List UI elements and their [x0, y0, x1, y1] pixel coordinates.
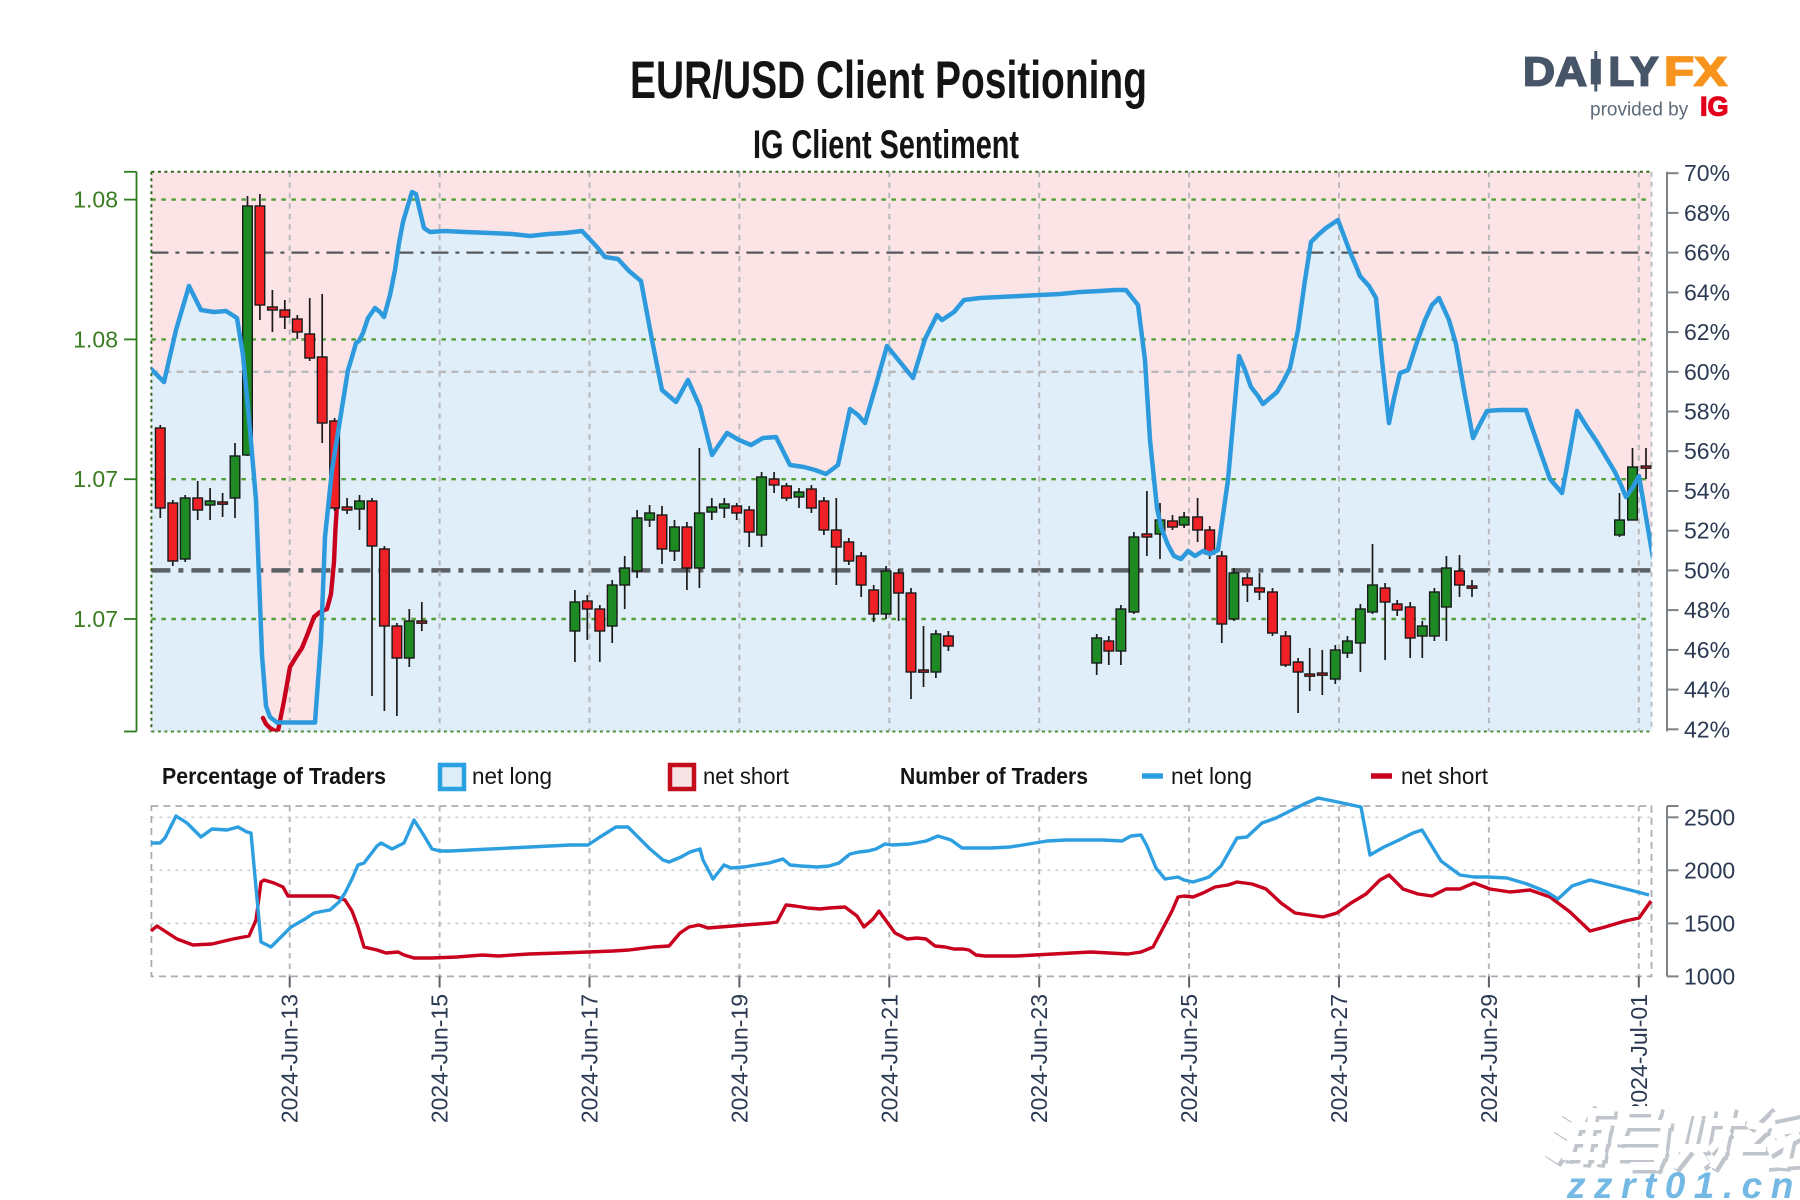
svg-text:50%: 50% [1684, 557, 1730, 583]
svg-text:2024-Jun-21: 2024-Jun-21 [876, 994, 902, 1123]
svg-text:net long: net long [1171, 763, 1252, 789]
svg-text:2024-Jun-19: 2024-Jun-19 [726, 994, 752, 1123]
svg-text:zzrt01.cn: zzrt01.cn [1566, 1165, 1800, 1200]
svg-text:2024-Jun-23: 2024-Jun-23 [1026, 994, 1052, 1123]
svg-text:52%: 52% [1684, 518, 1730, 544]
svg-text:2024-Jun-29: 2024-Jun-29 [1476, 994, 1502, 1123]
svg-text:44%: 44% [1684, 677, 1730, 703]
svg-text:1500: 1500 [1684, 910, 1735, 936]
svg-text:DA: DA [1523, 49, 1587, 95]
svg-text:2024-Jul-01: 2024-Jul-01 [1626, 994, 1652, 1115]
svg-text:1.08: 1.08 [73, 187, 118, 213]
svg-text:2000: 2000 [1684, 857, 1735, 883]
svg-text:46%: 46% [1684, 637, 1730, 663]
svg-text:IG: IG [1700, 92, 1729, 122]
svg-text:1.07: 1.07 [73, 606, 118, 632]
svg-text:2024-Jun-15: 2024-Jun-15 [427, 994, 453, 1123]
svg-text:62%: 62% [1684, 319, 1730, 345]
svg-text:net short: net short [703, 763, 790, 789]
svg-text:48%: 48% [1684, 597, 1730, 623]
svg-text:net short: net short [1401, 763, 1489, 789]
svg-text:1.08: 1.08 [73, 326, 118, 352]
svg-text:IG Client Sentiment: IG Client Sentiment [753, 123, 1019, 167]
svg-text:LY: LY [1609, 49, 1659, 95]
svg-text:FX: FX [1664, 49, 1727, 95]
svg-text:2500: 2500 [1684, 804, 1735, 830]
svg-text:EUR/USD Client Positioning: EUR/USD Client Positioning [630, 51, 1147, 110]
svg-text:Number of Traders: Number of Traders [900, 763, 1088, 789]
svg-text:1.07: 1.07 [73, 466, 118, 492]
svg-text:2024-Jun-27: 2024-Jun-27 [1326, 994, 1352, 1123]
svg-text:net long: net long [472, 763, 552, 789]
svg-text:64%: 64% [1684, 279, 1730, 305]
svg-text:70%: 70% [1684, 160, 1730, 186]
svg-text:Percentage of Traders: Percentage of Traders [162, 763, 386, 789]
svg-text:2024-Jun-17: 2024-Jun-17 [577, 994, 603, 1123]
svg-text:66%: 66% [1684, 240, 1730, 266]
svg-text:56%: 56% [1684, 438, 1730, 464]
svg-text:42%: 42% [1684, 716, 1730, 742]
svg-text:58%: 58% [1684, 399, 1730, 425]
svg-text:54%: 54% [1684, 478, 1730, 504]
svg-text:2024-Jun-13: 2024-Jun-13 [277, 994, 303, 1123]
svg-text:60%: 60% [1684, 359, 1730, 385]
svg-text:1000: 1000 [1684, 963, 1735, 989]
svg-text:provided by: provided by [1590, 100, 1689, 121]
svg-text:2024-Jun-25: 2024-Jun-25 [1176, 994, 1202, 1123]
svg-text:68%: 68% [1684, 200, 1730, 226]
